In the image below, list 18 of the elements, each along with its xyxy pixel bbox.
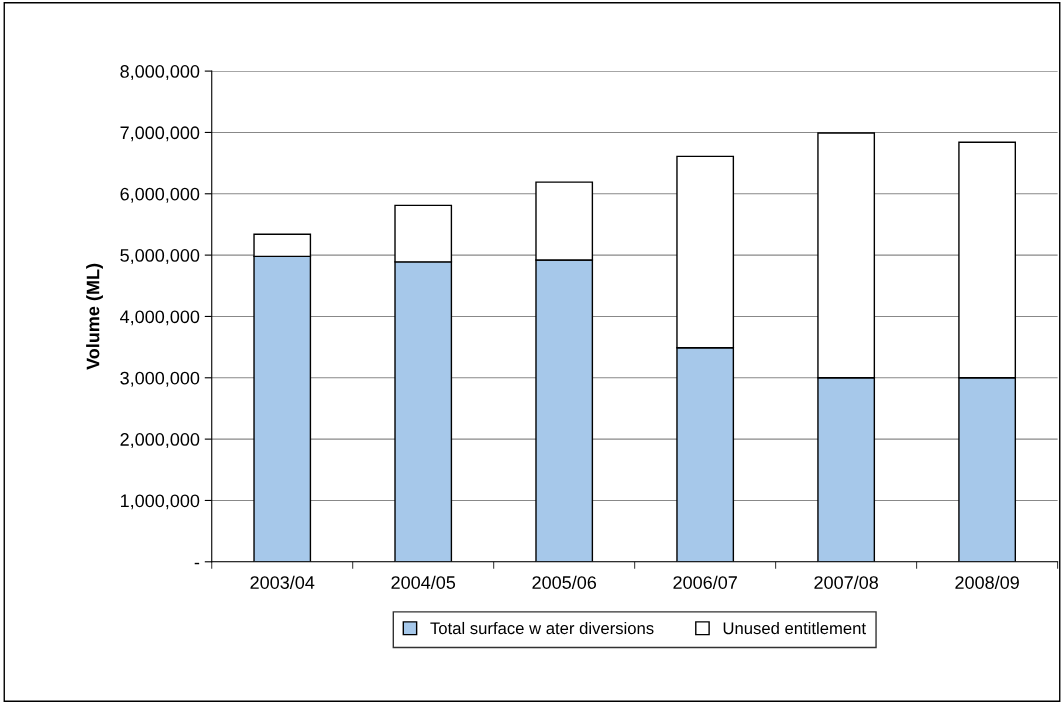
- y-tick-label: 2,000,000: [120, 433, 200, 448]
- x-tick-label: 2004/05: [391, 575, 456, 589]
- y-tick-label: -: [194, 562, 200, 565]
- legend-label: Total surface w ater diversions: [430, 621, 654, 635]
- y-axis-title: Volume (ML): [86, 263, 103, 370]
- y-tick-label: 6,000,000: [120, 187, 200, 203]
- y-tick-label: 7,000,000: [120, 126, 200, 142]
- y-tick-label: 4,000,000: [120, 310, 200, 326]
- x-tick-label: 2007/08: [814, 575, 878, 589]
- legend-label: Unused entitlement: [723, 621, 866, 635]
- x-tick-label: 2005/06: [532, 575, 597, 589]
- y-tick-label: 3,000,000: [120, 371, 200, 387]
- x-tick-label: 2008/09: [955, 575, 1019, 589]
- y-tick-label: 5,000,000: [120, 249, 200, 264]
- x-tick-label: 2006/07: [673, 575, 737, 589]
- y-tick-label: 1,000,000: [120, 494, 200, 510]
- y-tick-label: 8,000,000: [120, 65, 200, 80]
- x-tick-label: 2003/04: [250, 575, 315, 589]
